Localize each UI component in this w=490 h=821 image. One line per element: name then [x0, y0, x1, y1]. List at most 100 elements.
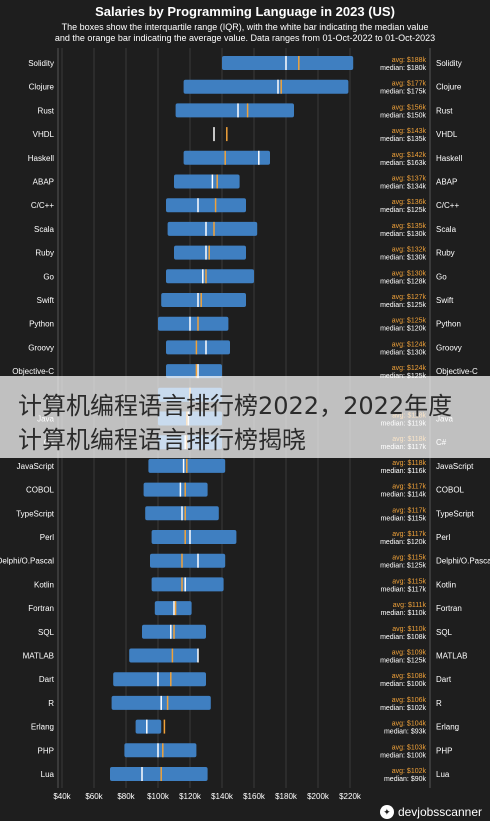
iqr-box: [151, 577, 224, 592]
median-value-label: median: $125k: [380, 302, 426, 309]
language-label-right: Delphi/O.Pascal: [436, 557, 490, 566]
average-value-label: avg: $135k: [392, 223, 427, 230]
average-value-label: avg: $117k: [392, 484, 426, 491]
plot-area: $40k $60k $80k $100k $120k $140k $160k $180k $20…: [0, 48, 490, 801]
x-tick-label: $40k: [53, 792, 71, 801]
average-value-label: avg: $104k: [392, 721, 427, 728]
average-value-label: avg: $118k: [392, 460, 426, 467]
language-label-left: Clojure: [29, 83, 55, 92]
average-value-label: avg: $142k: [392, 152, 427, 159]
median-value-label: median: $116k: [381, 468, 427, 475]
iqr-box: [129, 648, 198, 663]
language-label-left: R: [48, 699, 54, 708]
language-label-left: Lua: [41, 770, 55, 779]
iqr-box: [135, 719, 162, 734]
x-tick-label: $140k: [211, 792, 234, 801]
overlay-caption-line-1: 计算机编程语言排行榜2022，2022年度: [18, 392, 453, 420]
average-value-label: avg: $177k: [392, 81, 427, 88]
average-value-label: avg: $111k: [393, 602, 427, 609]
language-label-left: Kotlin: [34, 580, 54, 589]
language-label-right: Fortran: [436, 604, 462, 613]
average-value-label: avg: $103k: [392, 744, 427, 751]
median-value-label: median: $130k: [380, 231, 426, 238]
iqr-box: [183, 150, 270, 165]
iqr-box: [158, 316, 229, 331]
language-label-left: Perl: [40, 533, 54, 542]
iqr-box: [110, 767, 208, 781]
median-value-label: median: $125k: [380, 207, 426, 214]
language-label-left: Solidity: [28, 59, 54, 68]
x-tick-label: $160k: [243, 792, 266, 801]
median-value-label: median: $163k: [380, 160, 426, 167]
language-label-left: SQL: [38, 628, 55, 637]
average-value-label: avg: $115k: [392, 578, 426, 585]
language-label-left: Delphi/O.Pascal: [0, 557, 54, 566]
iqr-box: [166, 364, 222, 379]
language-label-right: Erlang: [436, 723, 459, 732]
iqr-box: [166, 198, 246, 213]
median-value-label: median: $125k: [380, 658, 426, 665]
median-value-label: median: $117k: [381, 586, 427, 593]
iqr-box: [167, 221, 258, 236]
language-label-left: Python: [29, 320, 54, 329]
language-label-right: Objective-C: [436, 367, 478, 376]
chart-title: Salaries by Programming Language in 2023…: [95, 4, 395, 19]
median-value-label: median: $110k: [381, 610, 427, 617]
average-value-label: avg: $110k: [392, 626, 426, 633]
watermark: ✦ devjobsscanner: [379, 805, 482, 819]
language-label-left: PHP: [38, 746, 54, 755]
median-value-label: median: $130k: [380, 255, 426, 262]
average-value-label: avg: $108k: [392, 673, 427, 680]
iqr-box: [151, 530, 237, 544]
x-tick-label: $220k: [339, 792, 362, 801]
x-tick-label: $120k: [179, 792, 202, 801]
median-value-label: median: $93k: [384, 729, 427, 736]
median-value-label: median: $114k: [381, 492, 427, 499]
average-value-label: avg: $124k: [392, 365, 427, 372]
language-label-right: Groovy: [436, 343, 462, 352]
language-label-left: Go: [43, 272, 54, 281]
x-tick-label: $100k: [147, 792, 170, 801]
average-value-label: avg: $136k: [392, 199, 427, 206]
average-value-label: avg: $102k: [392, 768, 427, 775]
median-value-label: median: $120k: [380, 539, 426, 546]
language-label-right: Dart: [436, 675, 452, 684]
average-value-label: avg: $106k: [392, 697, 427, 704]
median-value-label: median: $100k: [380, 681, 426, 688]
average-value-label: avg: $127k: [392, 294, 427, 301]
x-tick-label: $80k: [117, 792, 135, 801]
iqr-box: [174, 174, 240, 189]
language-label-right: Scala: [436, 225, 457, 234]
median-value-label: median: $135k: [380, 136, 426, 143]
language-label-right: C/C++: [436, 201, 459, 210]
language-label-left: Dart: [39, 675, 55, 684]
median-value-label: median: $150k: [380, 112, 426, 119]
language-label-right: R: [436, 699, 442, 708]
language-label-left: COBOL: [26, 486, 55, 495]
iqr-box: [150, 553, 226, 568]
language-label-left: Ruby: [35, 249, 54, 258]
language-label-left: VHDL: [33, 130, 55, 139]
x-tick-label: $180k: [275, 792, 298, 801]
watermark-text: devjobsscanner: [397, 805, 482, 819]
average-value-label: avg: $109k: [392, 650, 427, 657]
language-label-right: TypeScript: [436, 509, 475, 518]
language-label-right: Python: [436, 320, 461, 329]
language-label-left: Haskell: [28, 154, 54, 163]
language-label-left: Swift: [37, 296, 55, 305]
language-label-right: Swift: [436, 296, 454, 305]
iqr-box: [154, 601, 192, 616]
language-label-right: MATLAB: [436, 652, 467, 661]
median-value-label: median: $102k: [380, 705, 426, 712]
iqr-box: [113, 672, 206, 687]
average-value-label: avg: $124k: [392, 341, 427, 348]
language-label-right: Rust: [436, 106, 453, 115]
devjobsscanner-logo-icon: ✦: [379, 805, 394, 819]
language-label-left: Fortran: [28, 604, 54, 613]
language-label-left: Groovy: [28, 343, 54, 352]
language-label-left: Erlang: [31, 723, 54, 732]
average-value-label: avg: $132k: [392, 247, 427, 254]
median-value-label: median: $108k: [380, 634, 426, 641]
average-value-label: avg: $117k: [392, 531, 426, 538]
language-label-left: TypeScript: [16, 509, 55, 518]
